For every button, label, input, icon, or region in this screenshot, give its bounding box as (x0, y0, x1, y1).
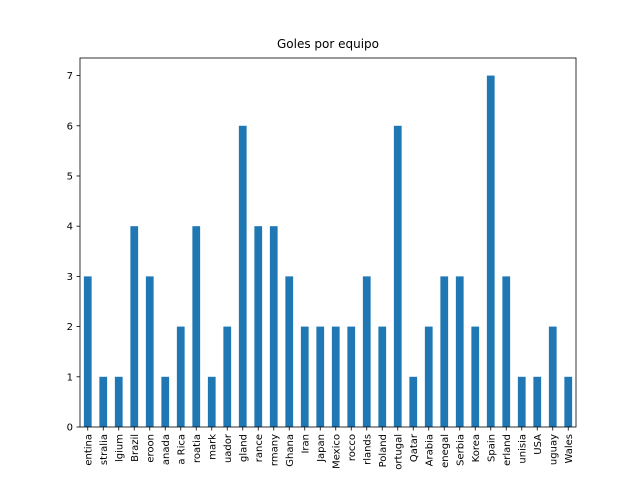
x-tick-label: a Rica (176, 434, 187, 465)
x-tick-label: Qatar (409, 433, 420, 462)
bar (254, 226, 263, 427)
x-tick-label: Poland (378, 434, 389, 467)
bar (548, 326, 557, 427)
y-tick-label: 1 (67, 372, 73, 383)
x-tick-label: mark (207, 434, 218, 460)
bar (161, 376, 170, 427)
bar (502, 276, 511, 427)
bar (440, 276, 449, 427)
x-tick-label: rmany (269, 434, 280, 466)
x-tick-label: roatia (192, 434, 203, 463)
bar (331, 326, 340, 427)
x-tick-label: rlands (362, 434, 373, 465)
bar (486, 75, 495, 428)
x-tick-label: Mexico (331, 434, 342, 469)
x-tick-label: Arabia (424, 434, 435, 466)
y-tick-label: 4 (67, 222, 73, 233)
bar (378, 326, 387, 427)
bar (269, 226, 278, 427)
bar (316, 326, 325, 427)
x-tick-label: uguay (548, 434, 559, 465)
bar (114, 376, 123, 427)
x-tick-label: uador (223, 433, 234, 463)
bar (347, 326, 356, 427)
bar (362, 276, 371, 427)
x-tick-label: Japan (316, 434, 327, 463)
x-tick-label: stralia (99, 434, 110, 465)
bar (130, 226, 139, 427)
x-tick-label: gland (238, 434, 249, 462)
bar (393, 125, 402, 427)
x-tick-label: Serbia (455, 434, 466, 466)
x-tick-label: ortugal (393, 434, 404, 470)
bar (238, 125, 247, 427)
x-tick-label: enegal (440, 434, 451, 468)
x-tick-label: Brazil (130, 434, 141, 462)
x-tick-label: Wales (564, 434, 575, 464)
bar (564, 376, 573, 427)
chart-title: Goles por equipo (277, 37, 379, 51)
x-tick-label: Korea (471, 434, 482, 462)
y-tick-label: 7 (67, 71, 73, 82)
plot-frame (79, 57, 577, 428)
bar (192, 226, 201, 427)
x-tick-label: unisia (517, 434, 528, 464)
bar (83, 276, 92, 427)
x-tick-label: Iran (300, 434, 311, 454)
x-tick-label: lgium (114, 434, 125, 462)
x-tick-label: anada (161, 434, 172, 465)
bar (300, 326, 309, 427)
x-tick-label: USA (533, 434, 544, 455)
y-tick-label: 5 (67, 171, 73, 182)
bar (176, 326, 185, 427)
bar (455, 276, 464, 427)
bar (533, 376, 542, 427)
x-tick-label: entina (83, 434, 94, 466)
y-tick-label: 3 (67, 272, 73, 283)
bar (145, 276, 154, 427)
bar (517, 376, 526, 427)
bar (471, 326, 480, 427)
bar (285, 276, 294, 427)
bar (207, 376, 216, 427)
bar (409, 376, 418, 427)
x-tick-label: rocco (347, 434, 358, 461)
y-tick-label: 0 (67, 423, 73, 434)
y-tick-label: 6 (67, 121, 73, 132)
bar (223, 326, 232, 427)
x-tick-label: erland (502, 434, 513, 466)
x-tick-label: eroon (145, 434, 156, 463)
x-tick-label: Spain (486, 434, 497, 462)
y-tick-label: 2 (67, 322, 73, 333)
x-tick-label: rance (254, 434, 265, 462)
x-tick-label: Ghana (285, 434, 296, 467)
bar (424, 326, 433, 427)
bar (99, 376, 108, 427)
